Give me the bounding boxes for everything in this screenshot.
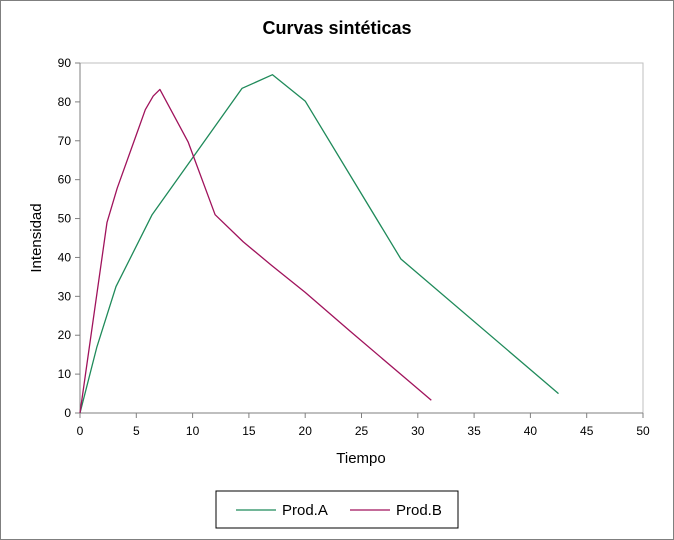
series-line-prod-b [79,88,432,414]
plot-area [79,62,644,414]
x-tick-label: 0 [77,424,84,438]
y-axis-title: Intensidad [28,203,45,272]
x-tick-label: 40 [524,424,538,438]
x-tick-label: 45 [580,424,594,438]
legend: Prod.A Prod.B [215,490,459,529]
y-tick-label: 0 [64,406,71,420]
chart-title: Curvas sintéticas [262,18,411,38]
x-tick-label: 50 [636,424,650,438]
x-tick-label: 35 [467,424,481,438]
legend-label-prod-b: Prod.B [396,502,442,519]
x-tick-label: 30 [411,424,425,438]
y-tick-label: 10 [58,367,72,381]
y-tick-label: 50 [58,212,72,226]
x-tick-label: 5 [133,424,140,438]
x-axis: 0 5 10 15 20 25 30 35 40 45 50 [77,412,650,438]
y-tick-label: 90 [58,56,72,70]
x-tick-label: 15 [242,424,256,438]
y-tick-label: 40 [58,250,72,264]
y-tick-label: 20 [58,328,72,342]
x-tick-label: 10 [186,424,200,438]
y-tick-label: 80 [58,95,72,109]
x-tick-label: 20 [299,424,313,438]
legend-label-prod-a: Prod.A [282,502,328,519]
series-line-prod-a [79,74,559,414]
y-tick-label: 70 [58,134,72,148]
series-layer [79,74,559,414]
x-tick-label: 25 [355,424,369,438]
y-tick-label: 60 [58,173,72,187]
y-axis: 0 10 20 30 40 50 60 70 80 90 [58,56,81,420]
x-axis-title: Tiempo [336,450,385,467]
y-tick-label: 30 [58,289,72,303]
